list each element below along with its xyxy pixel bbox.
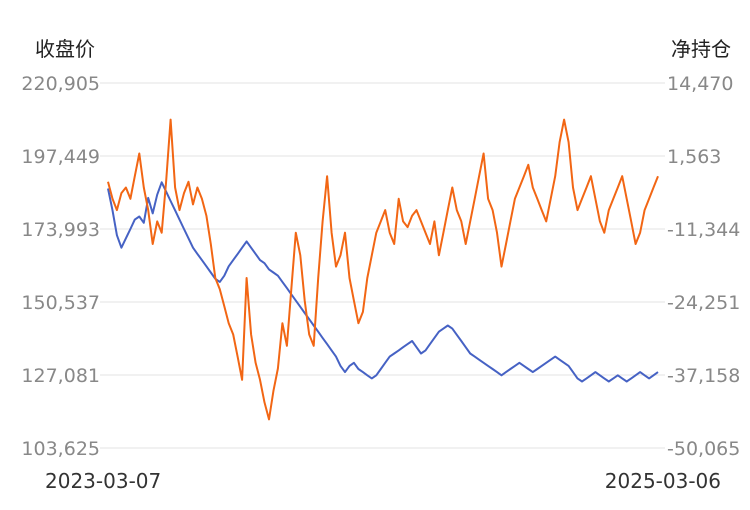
- left-axis-title: 收盘价: [35, 37, 95, 61]
- right-axis-ticks: 14,470 1,563 -11,344 -24,251 -37,158 -50,065: [667, 73, 740, 460]
- left-axis-ticks: 220,905 197,449 173,993 150,537 127,081 103,6…: [21, 73, 100, 460]
- left-tick-label: 127,081: [21, 365, 100, 387]
- right-tick-label: -37,158: [667, 365, 740, 387]
- right-tick-label: 1,563: [667, 146, 721, 168]
- left-tick-label: 150,537: [21, 292, 100, 314]
- left-tick-label: 197,449: [21, 146, 100, 168]
- right-tick-label: 14,470: [667, 73, 733, 95]
- x-start-label: 2023-03-07: [45, 469, 161, 493]
- right-tick-label: -11,344: [667, 219, 740, 241]
- x-end-label: 2025-03-06: [605, 469, 721, 493]
- grid: [100, 82, 665, 449]
- left-tick-label: 173,993: [21, 219, 100, 241]
- right-tick-label: -24,251: [667, 292, 740, 314]
- right-axis-title: 净持仓: [671, 37, 731, 61]
- right-tick-label: -50,065: [667, 438, 740, 460]
- net-position-line: [107, 118, 659, 421]
- left-tick-label: 103,625: [21, 438, 100, 460]
- left-tick-label: 220,905: [21, 73, 100, 95]
- series-lines: [107, 118, 659, 421]
- close-price-line: [107, 181, 659, 383]
